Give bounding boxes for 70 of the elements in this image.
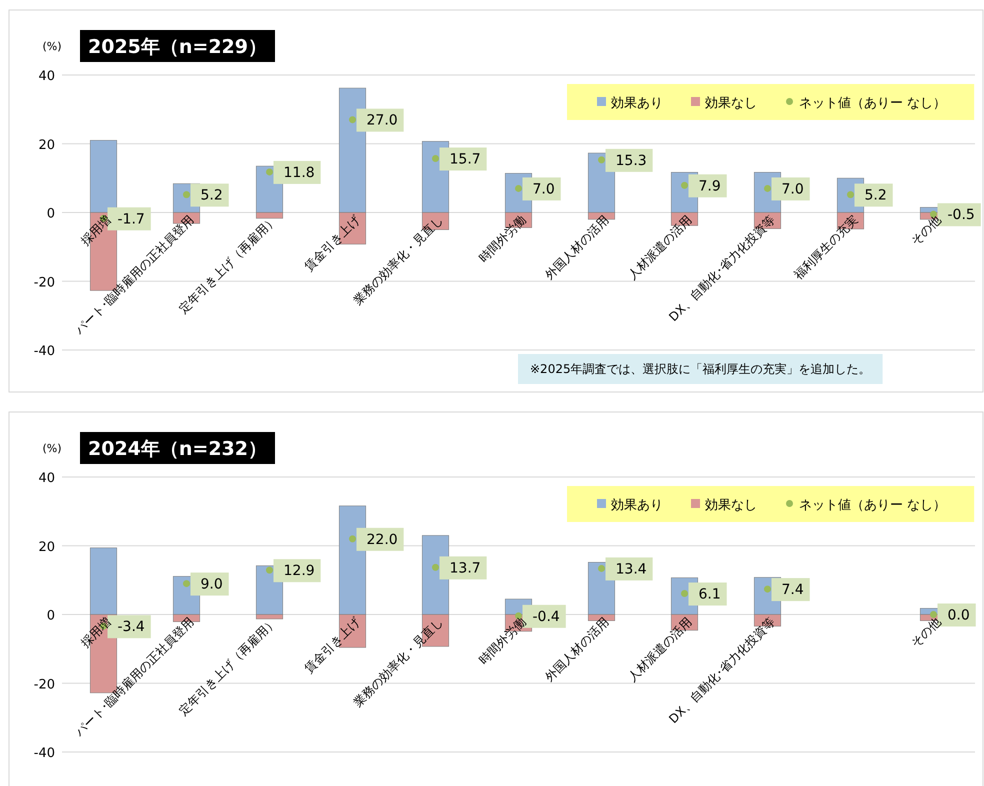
y-tick-label: 0 [46, 206, 55, 222]
data-label: 12.9 [284, 563, 315, 580]
data-label: -0.5 [948, 207, 975, 224]
y-tick-label: 40 [38, 471, 55, 486]
legend-label: 効果あり [611, 498, 663, 513]
point [847, 191, 854, 198]
data-label: 15.7 [450, 152, 481, 168]
data-label: 22.0 [366, 532, 398, 548]
data-label: 7.4 [782, 582, 804, 598]
x-tick-label: 福利厚生の充実 [791, 212, 861, 282]
x-tick-label: 賃金引き上げ [302, 614, 364, 676]
y-axis-title: (%) [42, 442, 62, 455]
data-label: 5.2 [200, 188, 223, 204]
chart-title: 2024年（n=232） [88, 438, 267, 460]
point [930, 611, 937, 618]
point [764, 184, 771, 192]
x-tick-label: 採用増 [78, 614, 114, 650]
y-tick-label: 20 [38, 138, 55, 153]
data-label: -0.4 [532, 608, 560, 625]
y-tick-label: 40 [38, 69, 55, 84]
chart-title: 2025年（n=229） [88, 36, 267, 58]
point [681, 182, 688, 189]
data-label: 13.7 [450, 560, 481, 576]
y-tick-label: 0 [46, 608, 55, 624]
data-label: -1.7 [118, 211, 145, 228]
point [183, 580, 190, 588]
x-tick-label: 人材派遣の活用 [625, 212, 695, 282]
point [349, 535, 356, 542]
y-tick-label: -20 [34, 677, 55, 692]
point [681, 590, 688, 598]
point [266, 566, 273, 574]
x-tick-label: 賃金引き上げ [302, 212, 364, 274]
point [598, 564, 605, 572]
point [432, 155, 439, 162]
point [432, 564, 439, 571]
x-tick-label: 外国人材の活用 [542, 212, 612, 282]
data-label: 0.0 [948, 608, 970, 624]
point [349, 116, 356, 124]
y-tick-label: -20 [34, 275, 55, 290]
data-label: 27.0 [366, 112, 398, 129]
legend-label: 効果なし [705, 96, 757, 111]
x-tick-label: 人材派遣の活用 [625, 614, 695, 684]
text: ※2025年調査では、選択肢に「福利厚生の充実」を追加した。 [530, 362, 871, 376]
point [764, 586, 771, 593]
data-label: 15.3 [616, 152, 647, 169]
x-tick-label: 採用増 [78, 212, 114, 248]
data-label: 7.0 [532, 181, 555, 198]
point [266, 168, 273, 176]
x-tick-label: その他 [908, 212, 944, 248]
y-axis-title: (%) [42, 40, 62, 53]
point [598, 156, 605, 164]
legend-label: ネット値（ありー なし） [799, 498, 946, 513]
y-tick-label: -40 [34, 746, 55, 761]
x-tick-label: 時間外労働 [476, 614, 529, 668]
data-label: 11.8 [284, 164, 315, 181]
x-tick-label: 時間外労働 [476, 212, 529, 266]
data-label: 7.0 [782, 181, 804, 198]
data-label: 9.0 [200, 576, 223, 593]
data-label: -3.4 [118, 619, 145, 636]
y-tick-label: -40 [34, 344, 55, 359]
legend-label: ネット値（ありー なし） [799, 96, 946, 111]
y-tick-label: 20 [38, 540, 55, 555]
data-label: 6.1 [698, 586, 721, 603]
data-label: 13.4 [616, 561, 647, 578]
legend-label: 効果なし [705, 498, 757, 513]
point [515, 184, 522, 192]
data-label: 5.2 [864, 188, 887, 204]
x-tick-label: その他 [908, 614, 944, 650]
data-label: 7.9 [698, 178, 721, 194]
legend-label: 効果あり [611, 96, 663, 111]
